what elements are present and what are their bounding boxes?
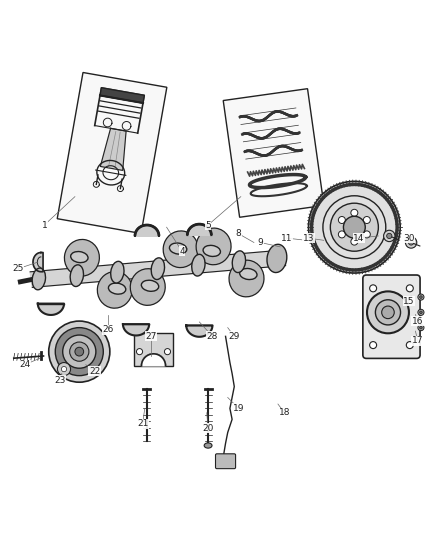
Text: 17: 17	[412, 336, 424, 345]
Ellipse shape	[196, 228, 231, 265]
Ellipse shape	[204, 443, 212, 448]
Circle shape	[420, 296, 422, 298]
Circle shape	[330, 203, 378, 251]
Polygon shape	[141, 354, 166, 366]
Circle shape	[49, 321, 110, 382]
Circle shape	[55, 328, 103, 376]
Text: 25: 25	[12, 264, 24, 273]
Text: 30: 30	[403, 233, 415, 243]
Circle shape	[364, 231, 370, 238]
Circle shape	[339, 231, 346, 238]
Circle shape	[370, 285, 377, 292]
Text: 16: 16	[412, 317, 424, 326]
Circle shape	[370, 342, 377, 349]
Circle shape	[57, 362, 71, 376]
Polygon shape	[38, 304, 64, 315]
Text: 8: 8	[236, 229, 241, 238]
Text: 26: 26	[102, 325, 113, 334]
Circle shape	[418, 294, 424, 300]
Polygon shape	[135, 225, 159, 236]
Text: 19: 19	[233, 404, 244, 413]
Ellipse shape	[270, 247, 283, 269]
Ellipse shape	[32, 268, 46, 290]
Circle shape	[343, 216, 365, 238]
Circle shape	[406, 285, 413, 292]
Polygon shape	[186, 326, 212, 337]
Circle shape	[39, 273, 43, 277]
Ellipse shape	[192, 254, 205, 276]
Text: 15: 15	[403, 297, 415, 306]
Bar	[223, 88, 324, 217]
Circle shape	[351, 238, 358, 245]
Text: 29: 29	[229, 332, 240, 341]
Text: 1: 1	[42, 221, 47, 230]
Circle shape	[63, 335, 96, 368]
Ellipse shape	[141, 280, 159, 292]
Circle shape	[384, 230, 395, 241]
Text: 14: 14	[353, 233, 364, 243]
Text: 4: 4	[179, 247, 185, 256]
Ellipse shape	[151, 258, 165, 279]
Ellipse shape	[203, 245, 220, 256]
Polygon shape	[33, 253, 43, 272]
Circle shape	[418, 325, 424, 330]
Text: 28: 28	[207, 332, 218, 341]
Text: 13: 13	[303, 233, 314, 243]
Circle shape	[61, 367, 67, 372]
Circle shape	[406, 342, 413, 349]
Ellipse shape	[97, 271, 132, 308]
Circle shape	[75, 348, 84, 356]
Circle shape	[70, 342, 89, 361]
Ellipse shape	[229, 260, 264, 297]
Circle shape	[381, 306, 394, 319]
Ellipse shape	[267, 244, 287, 272]
Bar	[134, 333, 173, 366]
Circle shape	[364, 216, 370, 223]
Ellipse shape	[170, 243, 187, 254]
Ellipse shape	[111, 261, 124, 283]
Ellipse shape	[64, 239, 99, 276]
Ellipse shape	[130, 269, 165, 305]
Circle shape	[164, 349, 170, 354]
Circle shape	[308, 181, 400, 273]
Circle shape	[137, 349, 143, 354]
Circle shape	[420, 326, 422, 329]
FancyBboxPatch shape	[363, 275, 420, 358]
Text: 11: 11	[281, 233, 293, 243]
Circle shape	[420, 311, 422, 313]
Ellipse shape	[71, 252, 88, 263]
Text: 27: 27	[146, 332, 157, 341]
Circle shape	[351, 209, 358, 216]
Ellipse shape	[109, 283, 126, 294]
Bar	[57, 72, 167, 233]
Ellipse shape	[163, 231, 198, 268]
Polygon shape	[100, 88, 145, 103]
Circle shape	[387, 233, 392, 239]
Circle shape	[418, 309, 424, 316]
Text: 24: 24	[19, 360, 30, 369]
Text: 23: 23	[54, 376, 65, 384]
Polygon shape	[187, 224, 212, 235]
Circle shape	[375, 300, 400, 325]
Text: 18: 18	[279, 408, 290, 417]
Circle shape	[409, 240, 414, 245]
Circle shape	[367, 292, 409, 333]
Text: 9: 9	[258, 238, 263, 247]
Ellipse shape	[232, 251, 246, 272]
Ellipse shape	[240, 269, 257, 279]
Circle shape	[406, 237, 417, 248]
Circle shape	[339, 216, 346, 223]
Text: 22: 22	[89, 367, 100, 376]
Polygon shape	[123, 324, 149, 335]
Text: 21: 21	[137, 419, 148, 428]
Text: 5: 5	[205, 221, 211, 230]
Polygon shape	[100, 128, 126, 171]
Text: 20: 20	[202, 424, 214, 433]
Ellipse shape	[70, 265, 84, 287]
Polygon shape	[30, 250, 286, 287]
FancyBboxPatch shape	[215, 454, 236, 469]
